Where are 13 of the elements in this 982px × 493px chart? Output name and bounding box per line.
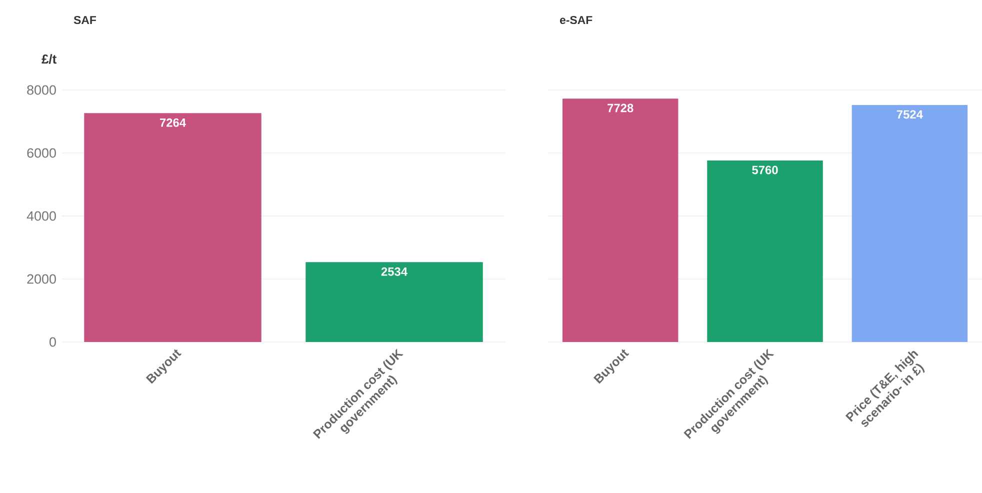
data-label: 5760	[752, 166, 778, 174]
y-tick-label: 6000	[27, 148, 56, 158]
data-label: 7524	[896, 110, 923, 119]
y-tick-label: 0	[50, 337, 56, 347]
data-label: 2534	[381, 267, 408, 276]
y-tick-label: 4000	[26, 211, 56, 221]
y-tick-label: 2000	[27, 274, 56, 284]
chart-title: e-SAF	[560, 16, 592, 24]
chart-title: SAF	[74, 16, 96, 24]
y-tick-label: 8000	[27, 85, 56, 95]
data-label: 7264	[160, 118, 186, 127]
data-label: 7728	[608, 104, 634, 112]
y-axis-title: £/t	[42, 54, 56, 64]
